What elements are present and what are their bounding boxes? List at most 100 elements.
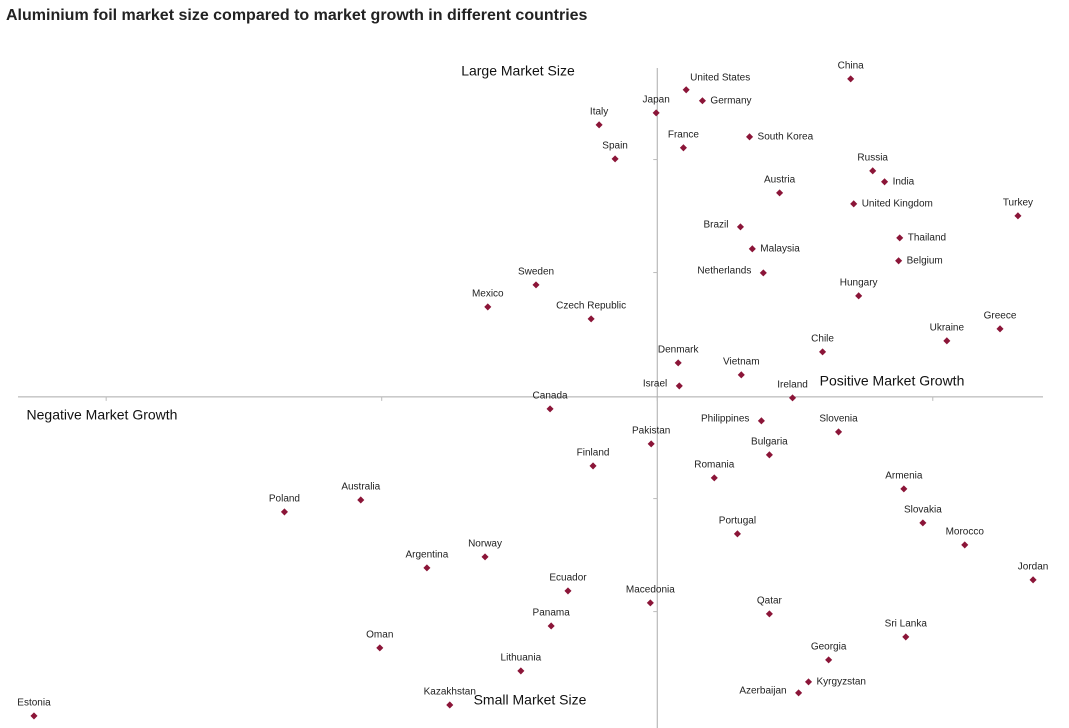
point-label: Georgia [811, 641, 847, 652]
quadrant-label: Small Market Size [474, 692, 587, 708]
point [546, 405, 554, 413]
point [919, 519, 927, 527]
point-label: Japan [643, 95, 670, 106]
point-label: France [668, 129, 700, 140]
point-label: India [893, 176, 915, 187]
point-label: Estonia [17, 698, 51, 709]
point [776, 189, 784, 197]
quadrant-label: Negative Market Growth [27, 407, 178, 423]
point [587, 315, 595, 323]
point [835, 428, 843, 436]
point [674, 359, 682, 367]
point-label: Malaysia [760, 243, 800, 254]
point-label: Ireland [777, 380, 808, 391]
point-label: Lithuania [501, 653, 542, 664]
point-label: Germany [710, 95, 751, 106]
point [1029, 576, 1037, 584]
point-label: China [838, 60, 865, 71]
point-label: Oman [366, 630, 393, 641]
point [733, 530, 741, 538]
point-label: Netherlands [697, 266, 751, 277]
point [423, 564, 431, 572]
point-label: Norway [468, 539, 502, 550]
point [900, 485, 908, 493]
point [795, 689, 803, 697]
point [595, 121, 603, 129]
point-label: Panama [533, 608, 571, 619]
point [737, 371, 745, 379]
point [280, 508, 288, 516]
point [675, 382, 683, 390]
point [736, 223, 744, 231]
point [881, 178, 889, 186]
point-label: Philippines [701, 413, 749, 424]
point-label: Ukraine [930, 322, 965, 333]
point [682, 86, 690, 94]
point-label: Ecuador [549, 573, 587, 584]
point [804, 678, 813, 686]
point [517, 667, 525, 675]
point [652, 109, 660, 117]
point-label: Turkey [1003, 197, 1033, 208]
point-label: Jordan [1018, 561, 1049, 572]
point [996, 325, 1004, 333]
point [869, 167, 877, 175]
point [357, 496, 365, 504]
point [679, 144, 687, 152]
point-label: Slovakia [904, 505, 942, 516]
point-label: United States [690, 72, 750, 83]
point-label: Argentina [405, 550, 448, 561]
point [895, 257, 903, 265]
point [647, 440, 655, 448]
point-label: Bulgaria [751, 436, 788, 447]
point [481, 553, 489, 561]
point-label: Denmark [658, 344, 700, 355]
point-label: Thailand [908, 233, 946, 244]
point-label: Russia [857, 152, 888, 163]
point-label: Czech Republic [556, 301, 626, 312]
point [646, 599, 654, 607]
point [850, 200, 858, 208]
point-label: Brazil [703, 220, 728, 231]
point [611, 155, 619, 163]
point-label: Italy [590, 106, 608, 117]
point-label: Hungary [840, 277, 878, 288]
point [759, 269, 767, 277]
point [564, 587, 572, 595]
quadrant-label: Large Market Size [461, 63, 575, 79]
point-label: Qatar [757, 595, 783, 606]
point-label: Belgium [907, 255, 943, 266]
point-label: Kazakhstan [424, 687, 476, 698]
point [1014, 212, 1022, 220]
point-label: Macedonia [626, 585, 675, 596]
point-label: Sweden [518, 267, 554, 278]
point [376, 644, 384, 652]
point-label: United Kingdom [862, 198, 933, 209]
point-label: Sri Lanka [885, 619, 928, 630]
point [748, 245, 756, 253]
point-label: Slovenia [819, 414, 858, 425]
point [589, 462, 597, 470]
point-label: Azerbaijan [739, 685, 786, 696]
point [961, 541, 969, 549]
point-label: Romania [694, 460, 734, 471]
point [765, 451, 773, 459]
point [943, 337, 951, 345]
quadrant-label: Positive Market Growth [820, 373, 965, 389]
point-label: Armenia [885, 471, 923, 482]
point [896, 234, 904, 242]
point [532, 281, 540, 289]
point-label: Chile [811, 334, 834, 345]
point-label: Austria [764, 175, 796, 186]
point-label: Kyrgyzstan [817, 677, 866, 688]
point-label: Vietnam [723, 356, 760, 367]
point [765, 610, 773, 618]
point [819, 348, 827, 356]
point [484, 303, 492, 311]
point-label: Canada [533, 390, 568, 401]
point-label: Poland [269, 494, 300, 505]
point-label: Morocco [946, 527, 985, 538]
point-label: South Korea [758, 131, 814, 142]
point-label: Greece [984, 310, 1017, 321]
